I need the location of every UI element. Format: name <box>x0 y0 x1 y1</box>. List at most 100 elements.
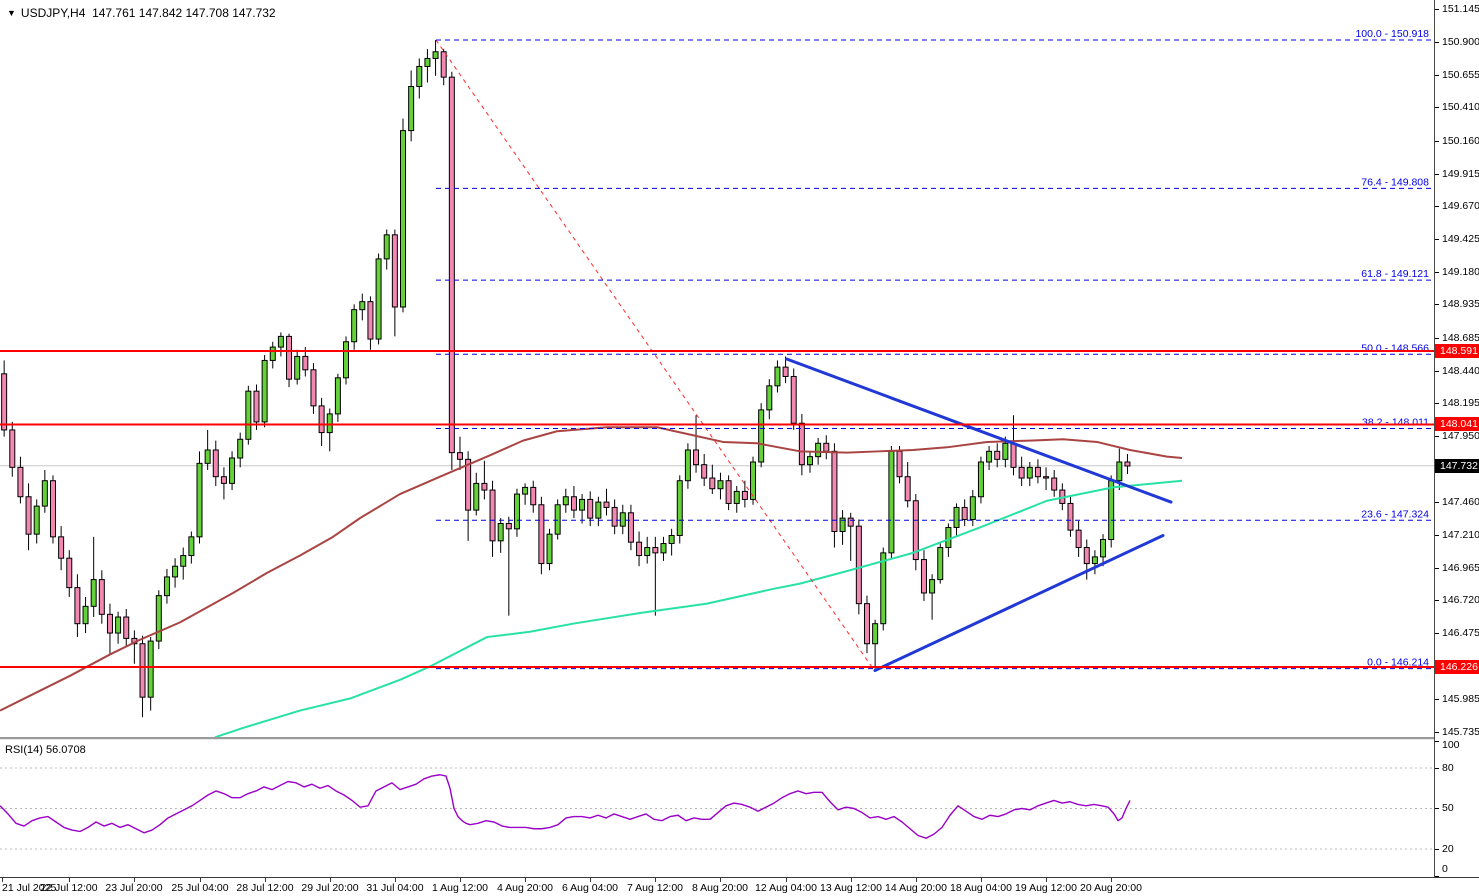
time-axis[interactable]: 21 Jul 2025 22 Jul 12:00 23 Jul 20:00 25 Ju… <box>0 877 1479 896</box>
candle-bearish <box>863 603 870 645</box>
candle-bullish <box>229 457 236 484</box>
candle-bullish <box>473 482 480 511</box>
candle-bearish <box>66 557 73 589</box>
trendline[interactable] <box>785 357 1173 504</box>
candle-bullish <box>676 480 683 537</box>
candle-bearish <box>920 559 927 594</box>
candle-bearish <box>855 525 862 605</box>
candle-bullish <box>237 438 244 459</box>
candle-bullish <box>977 461 984 498</box>
time-label: 7 Aug 12:00 <box>626 882 684 894</box>
fib-level-label: 38.2 - 148.011 <box>1362 416 1429 428</box>
time-label: 8 Aug 20:00 <box>691 882 749 894</box>
candle-bullish <box>261 359 268 423</box>
candle-bearish <box>139 643 146 698</box>
candle-bullish <box>82 605 89 625</box>
candle-bearish <box>49 480 56 538</box>
fib-level-label: 0.0 - 146.214 <box>1367 657 1429 669</box>
rsi-indicator-panel[interactable]: RSI(14) 56.0708 <box>0 740 1434 877</box>
candle-bullish <box>579 498 586 511</box>
candle-bearish <box>58 536 65 559</box>
candle-bullish <box>294 355 301 380</box>
candle-bearish <box>741 490 748 500</box>
candle-bullish <box>1116 461 1123 482</box>
price-tick-label: 151.145 <box>1442 3 1479 16</box>
candle-bearish <box>302 355 309 371</box>
trendline[interactable] <box>873 534 1165 672</box>
current-price-badge: 147.732 <box>1435 458 1479 473</box>
candle-bearish <box>1 373 8 431</box>
candle-bullish <box>416 65 423 88</box>
candle-bullish <box>326 413 333 434</box>
time-label: 21 Jul 2025 <box>2 882 57 894</box>
symbol-dropdown-icon[interactable]: ▼ <box>7 8 16 18</box>
price-tick-label: 149.915 <box>1442 167 1479 180</box>
candle-bearish <box>1124 461 1131 467</box>
time-label: 1 Aug 12:00 <box>431 882 489 894</box>
panel-separator[interactable] <box>0 737 1479 740</box>
candle-bearish <box>212 449 219 478</box>
time-label: 4 Aug 20:00 <box>496 882 554 894</box>
symbol-period-label: USDJPY,H4 <box>20 6 86 20</box>
price-tick-label: 145.735 <box>1442 726 1479 739</box>
price-tick-label: 149.180 <box>1442 265 1479 278</box>
candle-bullish <box>937 547 944 581</box>
candle-bullish <box>880 552 887 625</box>
candle-bullish <box>953 506 960 528</box>
candle-bullish <box>383 234 390 260</box>
candle-bearish <box>961 506 968 520</box>
candle-bearish <box>1083 547 1090 565</box>
price-tick-label: 150.655 <box>1442 68 1479 81</box>
candle-bearish <box>790 375 797 424</box>
price-tick-dash <box>1435 370 1439 372</box>
candle-bullish <box>872 623 879 645</box>
time-tick <box>981 878 982 882</box>
time-label: 6 Aug 04:00 <box>561 882 619 894</box>
candle-bullish <box>277 335 284 348</box>
candle-bullish <box>1002 442 1009 460</box>
fib-level-label: 100.0 - 150.918 <box>1355 28 1429 40</box>
price-chart-canvas[interactable]: 100.0 - 150.918 76.4 - 149.808 61.8 - 149.… <box>0 0 1434 737</box>
candle-bearish <box>106 613 113 634</box>
candle-bullish <box>839 517 846 532</box>
candle-bearish <box>994 450 1001 460</box>
candle-bearish <box>782 366 789 377</box>
candle-bearish <box>636 541 643 557</box>
candle-bearish <box>448 76 455 454</box>
candle-bearish <box>538 504 545 565</box>
candle-bearish <box>896 450 903 478</box>
rsi-name: RSI(14) <box>5 744 43 756</box>
candle-bearish <box>587 498 594 519</box>
price-chart-panel[interactable]: 100.0 - 150.918 76.4 - 149.808 61.8 - 149.… <box>0 0 1434 737</box>
fib-level-label: 23.6 - 147.324 <box>1361 508 1429 520</box>
candle-bearish <box>25 496 32 535</box>
time-label: 23 Jul 20:00 <box>105 882 163 894</box>
time-tick <box>2 878 3 882</box>
candle-bullish <box>619 512 626 527</box>
price-tick-label: 150.160 <box>1442 134 1479 147</box>
price-tick-dash <box>1435 501 1439 503</box>
price-tick-label: 147.210 <box>1442 529 1479 541</box>
price-tick-label: 149.425 <box>1442 233 1479 245</box>
candle-bearish <box>570 496 577 511</box>
time-tick <box>590 878 591 882</box>
candle-bullish <box>513 493 520 530</box>
rsi-tick-dash <box>1435 808 1439 809</box>
candle-bullish <box>400 130 406 308</box>
candle-bullish <box>1026 466 1033 479</box>
price-axis[interactable]: 151.145 150.900 150.655 150.410 150.160 149.9… <box>1434 0 1479 877</box>
time-tick <box>330 878 331 882</box>
rsi-chart-canvas[interactable] <box>0 740 1434 877</box>
candle-bearish <box>1018 466 1025 479</box>
price-tick-dash <box>1435 304 1439 306</box>
candle-bullish <box>196 462 203 538</box>
candle-bearish <box>17 466 24 498</box>
level-price-badge: 148.591 <box>1435 343 1479 358</box>
candle-bearish <box>123 616 130 639</box>
candle-bearish <box>220 476 227 484</box>
rsi-value: 56.0708 <box>45 744 86 756</box>
candle-bullish <box>155 595 162 642</box>
rsi-line <box>0 774 1131 839</box>
price-tick-dash <box>1435 337 1439 339</box>
